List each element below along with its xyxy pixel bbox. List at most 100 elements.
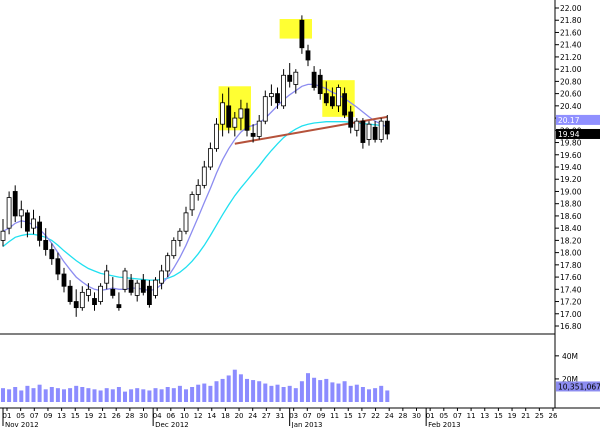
price-tick-label: 18.40 — [560, 224, 582, 233]
price-tick-label: 19.00 — [560, 187, 582, 196]
price-tick-label: 19.40 — [560, 163, 582, 172]
candle — [0, 218, 6, 247]
candle-body-up — [220, 102, 226, 125]
candle — [116, 292, 122, 311]
candle-body-down — [275, 93, 280, 104]
volume-bar — [379, 385, 384, 402]
price-axis-labels: 16.80 17.00 17.20 17.40 17.60 17.80 18.00 18.20… — [560, 4, 582, 331]
candle — [67, 280, 73, 305]
candle-body-up — [214, 123, 219, 150]
candle-body-down — [226, 105, 232, 128]
date-tick-label: 17 — [357, 412, 366, 420]
date-tick-label: 18 — [221, 412, 230, 420]
candle-body-down — [61, 273, 67, 287]
candle — [275, 87, 280, 109]
candle-body-down — [67, 285, 73, 302]
candle — [61, 267, 67, 293]
price-tick-label: 19.60 — [560, 151, 582, 160]
volume-bar — [312, 377, 317, 402]
candle — [305, 44, 311, 67]
candle-body-up — [159, 270, 165, 284]
date-tick-label: 07 — [453, 412, 462, 420]
candle-body-up — [122, 270, 128, 290]
candle-body-down — [317, 74, 323, 95]
price-tag: 20.17 — [558, 116, 580, 125]
candle-body-up — [366, 123, 372, 140]
volume-tick-label: 20M — [562, 375, 578, 384]
volume-bar — [373, 388, 378, 402]
candle-body-down — [305, 50, 311, 61]
price-tick-label: 20.60 — [560, 90, 582, 99]
candle-body-down — [110, 288, 116, 296]
volume-bar — [293, 388, 298, 402]
price-tick-label: 18.80 — [560, 200, 582, 209]
date-tick-label: 30 — [412, 412, 421, 420]
volume-bar — [251, 380, 256, 402]
candle-body-down — [73, 301, 79, 309]
volume-bar — [171, 388, 176, 402]
candle-body-up — [238, 108, 244, 119]
volume-bar — [214, 381, 219, 402]
candle-body-up — [134, 282, 140, 296]
candle-body-down — [55, 258, 61, 275]
price-tick-label: 18.20 — [560, 236, 582, 245]
volume-bar — [348, 385, 353, 402]
volume-bar — [275, 384, 280, 402]
candle — [299, 15, 305, 54]
price-tick-label: 18.60 — [560, 212, 582, 221]
candle — [250, 124, 256, 143]
volume-bar — [281, 387, 286, 402]
volume-bar — [354, 384, 359, 402]
volume-bar — [62, 389, 66, 402]
candle-body-down — [140, 279, 146, 293]
date-tick-label: 11 — [330, 412, 339, 420]
candle-body-down — [372, 126, 378, 140]
volume-bar — [245, 378, 249, 402]
volume-bar — [257, 381, 262, 402]
date-tick-label: 21 — [98, 412, 107, 420]
price-tag-bg — [556, 128, 600, 139]
price-tick-label: 17.00 — [560, 310, 582, 319]
candle-body-down — [250, 132, 256, 137]
candle — [18, 200, 24, 229]
volume-bar — [141, 389, 146, 402]
candle-body-down — [244, 108, 250, 131]
price-tick-label: 20.80 — [560, 77, 582, 86]
candle-body-up — [86, 288, 91, 296]
candle — [55, 252, 61, 281]
candle — [122, 267, 128, 293]
candle-body-down — [342, 93, 348, 116]
candle — [220, 93, 226, 137]
volume-bar — [25, 385, 30, 402]
candle — [323, 81, 329, 106]
candle — [110, 277, 116, 299]
volume-bar — [92, 389, 97, 402]
candle — [226, 87, 232, 134]
month-label: Nov 2012 — [5, 421, 39, 428]
price-tick-label: 17.40 — [560, 285, 582, 294]
volume-bar — [110, 389, 115, 402]
candle-body-up — [6, 197, 12, 229]
candle-body-up — [79, 291, 85, 309]
candle-body-down — [311, 71, 317, 88]
volume-bar — [80, 387, 85, 402]
volume-bar — [68, 388, 73, 402]
volume-bar — [116, 387, 121, 402]
volume-bar — [153, 388, 158, 402]
volume-bar — [360, 387, 365, 402]
date-tick-label: 15 — [344, 412, 353, 420]
candle — [232, 111, 238, 137]
price-tick-label: 20.40 — [560, 102, 582, 111]
candle-body-up — [183, 212, 189, 232]
date-tick-label: 01 — [426, 412, 435, 420]
price-tag: 19.94 — [558, 130, 580, 139]
volume-last-tag: 10,351,067 — [558, 382, 600, 391]
date-tick-label: 15 — [494, 412, 503, 420]
candle — [79, 286, 85, 311]
date-tick-label: 07 — [303, 412, 312, 420]
candle-body-down — [37, 221, 42, 241]
candle — [354, 118, 360, 137]
price-tick-label: 21.60 — [560, 28, 582, 37]
candle — [24, 209, 30, 238]
